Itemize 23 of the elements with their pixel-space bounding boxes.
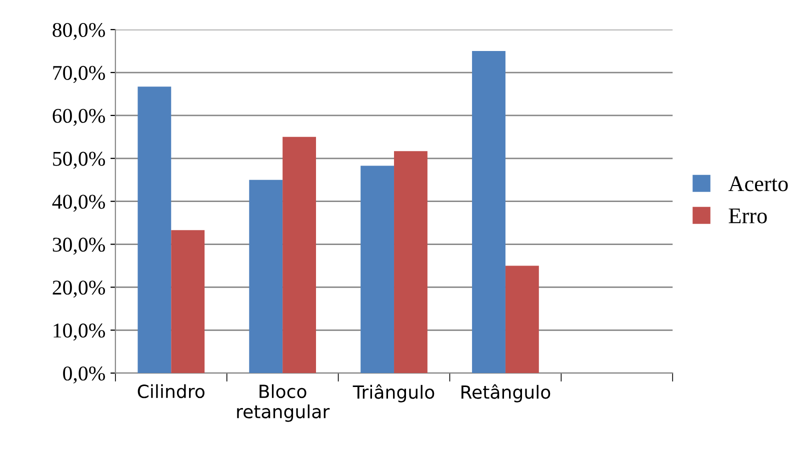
legend-label: Acerto: [728, 176, 788, 192]
y-tick-label: 80,0%: [52, 22, 105, 40]
x-tick-label: Triângulo: [352, 384, 434, 402]
y-tick-label: 50,0%: [53, 152, 105, 169]
bar: [472, 51, 506, 374]
bar: [138, 86, 172, 374]
y-tick-label: 40,0%: [52, 194, 105, 212]
bar: [394, 151, 428, 374]
y-tick-label: 0,0%: [63, 366, 105, 384]
legend-label: Erro: [728, 208, 767, 224]
bar: [360, 166, 394, 374]
y-tick-label: 60,0%: [52, 108, 105, 126]
x-tick-label: Retângulo: [462, 384, 550, 402]
x-tick-label: Cilindro: [138, 384, 204, 398]
bar: [282, 136, 316, 374]
y-tick-label: 10,0%: [54, 324, 105, 341]
bar: [171, 230, 205, 374]
y-tick-label: 30,0%: [52, 238, 105, 255]
bar: [505, 266, 539, 374]
y-tick-label: 70,0%: [53, 66, 105, 83]
bar: [249, 180, 283, 374]
x-tick-label: Bloco retangular: [237, 384, 330, 422]
y-tick-label: 20,0%: [52, 280, 105, 298]
